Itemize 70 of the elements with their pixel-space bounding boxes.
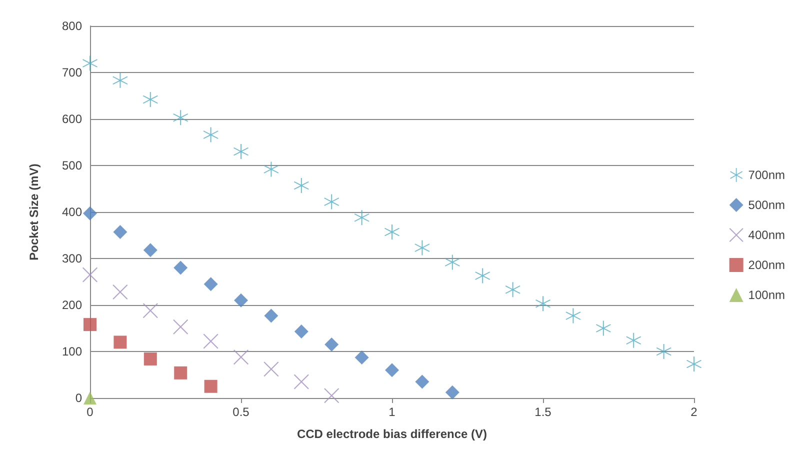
point [444, 254, 460, 270]
y-tick-label: 400 [62, 205, 82, 219]
point [204, 380, 218, 393]
y-tick-label: 500 [62, 158, 82, 172]
point [324, 388, 340, 404]
point [354, 210, 370, 226]
x-tick-label: 1 [388, 405, 396, 419]
x-axis-title: CCD electrode bias difference (V) [296, 427, 488, 441]
point [83, 206, 97, 220]
point [294, 374, 309, 390]
point [203, 127, 218, 142]
point [505, 282, 520, 298]
point [84, 318, 96, 332]
point [234, 144, 248, 160]
point [174, 366, 188, 380]
y-tick-label: 0 [75, 391, 82, 405]
point [354, 350, 369, 365]
x-tick-label: 0.5 [232, 405, 250, 419]
point [142, 92, 158, 107]
point [264, 362, 279, 377]
point [384, 224, 400, 240]
point [113, 224, 128, 239]
legend-label: 100nm [748, 288, 786, 302]
point [475, 268, 490, 284]
point [234, 350, 248, 365]
y-tick-label: 600 [62, 112, 82, 126]
y-tick-label: 700 [62, 66, 82, 80]
point [566, 308, 581, 324]
point [324, 194, 340, 210]
point [204, 277, 218, 292]
point [415, 374, 430, 389]
point [112, 284, 128, 300]
x-tick-label: 0 [86, 405, 94, 419]
point [414, 240, 430, 256]
point [686, 356, 702, 372]
point [82, 56, 98, 71]
point [294, 324, 308, 339]
point [173, 319, 188, 334]
point [294, 178, 309, 193]
point [174, 260, 188, 275]
x-tick-label: 1.5 [534, 405, 552, 419]
point [656, 344, 672, 359]
point [264, 308, 278, 323]
y-tick-label: 300 [62, 252, 82, 266]
point [264, 162, 279, 177]
y-tick-label: 200 [62, 298, 82, 312]
point [173, 110, 188, 126]
point [82, 267, 98, 282]
point [142, 303, 158, 318]
point [114, 336, 127, 349]
legend-label: 500nm [748, 198, 786, 212]
y-axis-title: Pocket Size (mV) [27, 164, 41, 260]
x-tick-label: 2 [690, 405, 698, 419]
legend-label: 700nm [748, 168, 786, 182]
legend-label: 200nm [748, 258, 786, 272]
point [112, 72, 128, 88]
point [234, 293, 248, 308]
point [143, 243, 158, 258]
point [324, 338, 339, 352]
point [203, 334, 218, 349]
point [626, 332, 642, 348]
legend-label: 400nm [748, 228, 786, 242]
point [144, 352, 157, 366]
point [445, 385, 460, 400]
point [596, 320, 611, 336]
y-tick-label: 100 [62, 344, 82, 358]
point [385, 363, 399, 378]
y-tick-label: 800 [62, 19, 82, 33]
point [536, 296, 550, 312]
point [84, 392, 96, 404]
